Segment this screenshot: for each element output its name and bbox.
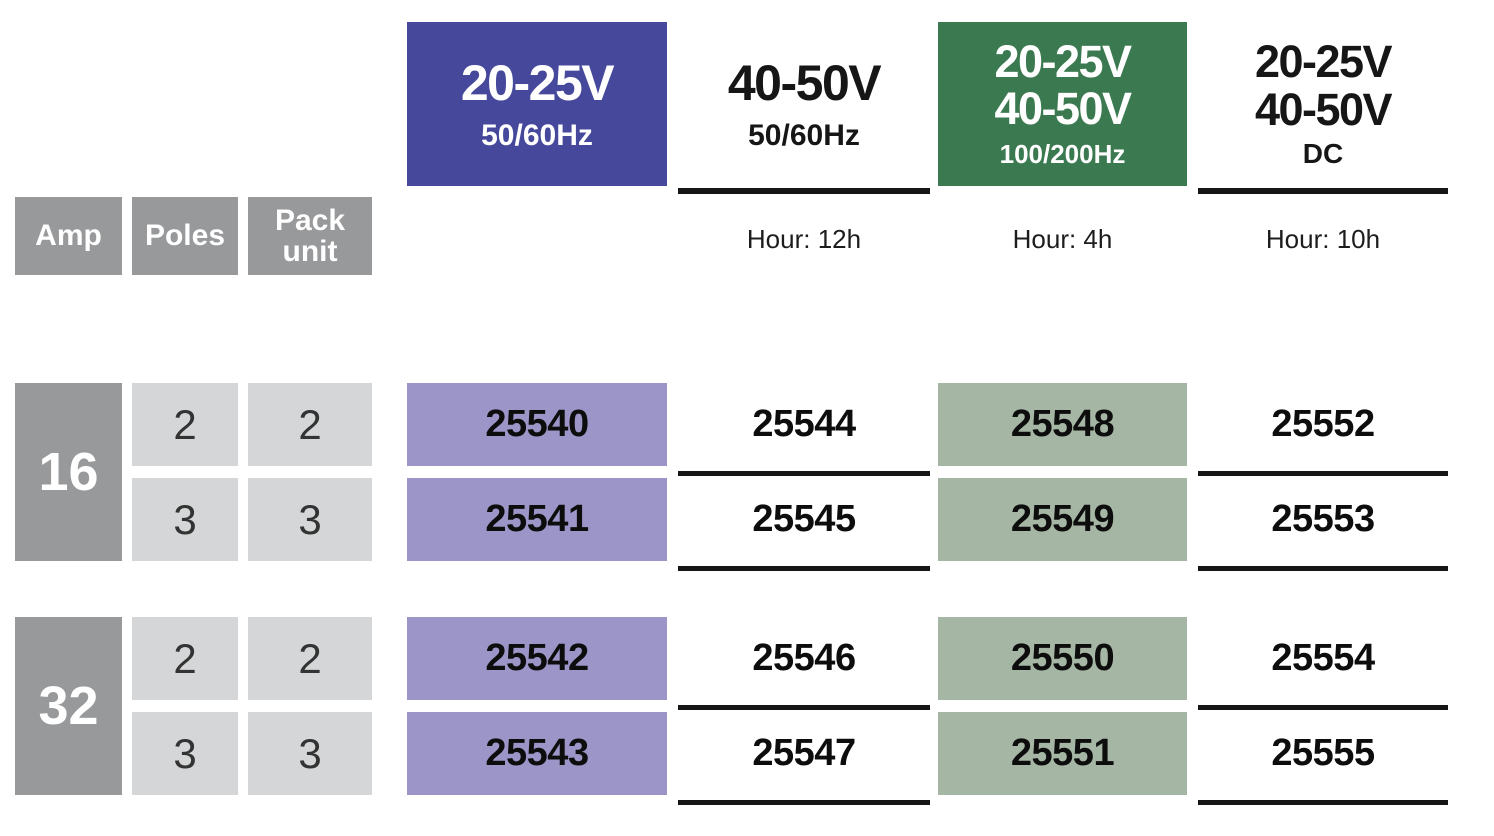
hour-label: Hour: 4h — [1012, 223, 1113, 254]
pack-unit-cell: 3 — [248, 712, 372, 795]
part-number-cell: 25547 — [752, 732, 856, 774]
part-number-cell: 25551 — [938, 712, 1187, 795]
poles-cell: 3 — [132, 712, 238, 795]
pack-unit-header-label: Pack unit — [274, 203, 346, 268]
row-underline — [678, 800, 930, 805]
row-underline — [1198, 471, 1448, 476]
part-number-cell: 25555 — [1271, 732, 1375, 774]
pack-unit-cell: 2 — [248, 617, 372, 700]
voltage-label: 40-50V — [727, 54, 882, 111]
frequency-label: 50/60Hz — [481, 118, 593, 152]
col-header-20-25v-40-50v-dc: 20-25V 40-50V DC — [1198, 22, 1448, 186]
row-underline — [1198, 566, 1448, 571]
part-number-cell: 25549 — [938, 478, 1187, 561]
header-underline — [1198, 188, 1448, 194]
part-number-cell: 25541 — [407, 478, 667, 561]
row-underline — [678, 705, 930, 710]
amp-header-label: Amp — [35, 219, 102, 253]
poles-cell: 3 — [132, 478, 238, 561]
part-number-cell: 25543 — [407, 712, 667, 795]
voltage-label: 20-25V — [460, 54, 615, 111]
poles-header-label: Poles — [144, 219, 226, 253]
voltage-label: 20-25V — [994, 35, 1132, 87]
amp-group-32: 32 — [15, 617, 122, 795]
voltage-label: 40-50V — [1254, 83, 1393, 135]
hour-label: Hour: 10h — [1265, 223, 1381, 254]
hour-label: Hour: 12h — [746, 223, 862, 254]
row-underline — [1198, 705, 1448, 710]
frequency-label: DC — [1302, 137, 1344, 169]
part-number-cell: 25544 — [752, 403, 856, 445]
col-header-20-25v-40-50v-100200hz: 20-25V 40-50V 100/200Hz — [938, 22, 1187, 186]
poles-cell: 2 — [132, 617, 238, 700]
col-header-40-50v-5060hz: 40-50V 50/60Hz — [678, 22, 930, 186]
poles-column-header: Poles — [132, 197, 238, 275]
part-number-cell: 25540 — [407, 383, 667, 466]
part-number-cell: 25552 — [1271, 403, 1375, 445]
part-number-cell: 25545 — [752, 498, 856, 540]
voltage-label: 20-25V — [1254, 36, 1393, 88]
col-header-20-25v-5060hz: 20-25V 50/60Hz — [407, 22, 667, 186]
frequency-label: 100/200Hz — [999, 139, 1126, 170]
part-number-cell: 25548 — [938, 383, 1187, 466]
poles-cell: 2 — [132, 383, 238, 466]
pack-unit-column-header: Pack unit — [248, 197, 372, 275]
part-number-cell: 25542 — [407, 617, 667, 700]
voltage-label: 40-50V — [994, 83, 1132, 134]
header-underline — [678, 188, 930, 194]
pack-unit-cell: 3 — [248, 478, 372, 561]
part-number-cell: 25553 — [1271, 498, 1375, 540]
part-number-cell: 25550 — [938, 617, 1187, 700]
amp-group-16: 16 — [15, 383, 122, 561]
pack-unit-cell: 2 — [248, 383, 372, 466]
frequency-label: 50/60Hz — [748, 118, 860, 152]
part-number-cell: 25546 — [752, 637, 856, 679]
row-underline — [678, 566, 930, 571]
amp-column-header: Amp — [15, 197, 122, 275]
row-underline — [1198, 800, 1448, 805]
part-number-cell: 25554 — [1271, 637, 1375, 679]
row-underline — [678, 471, 930, 476]
